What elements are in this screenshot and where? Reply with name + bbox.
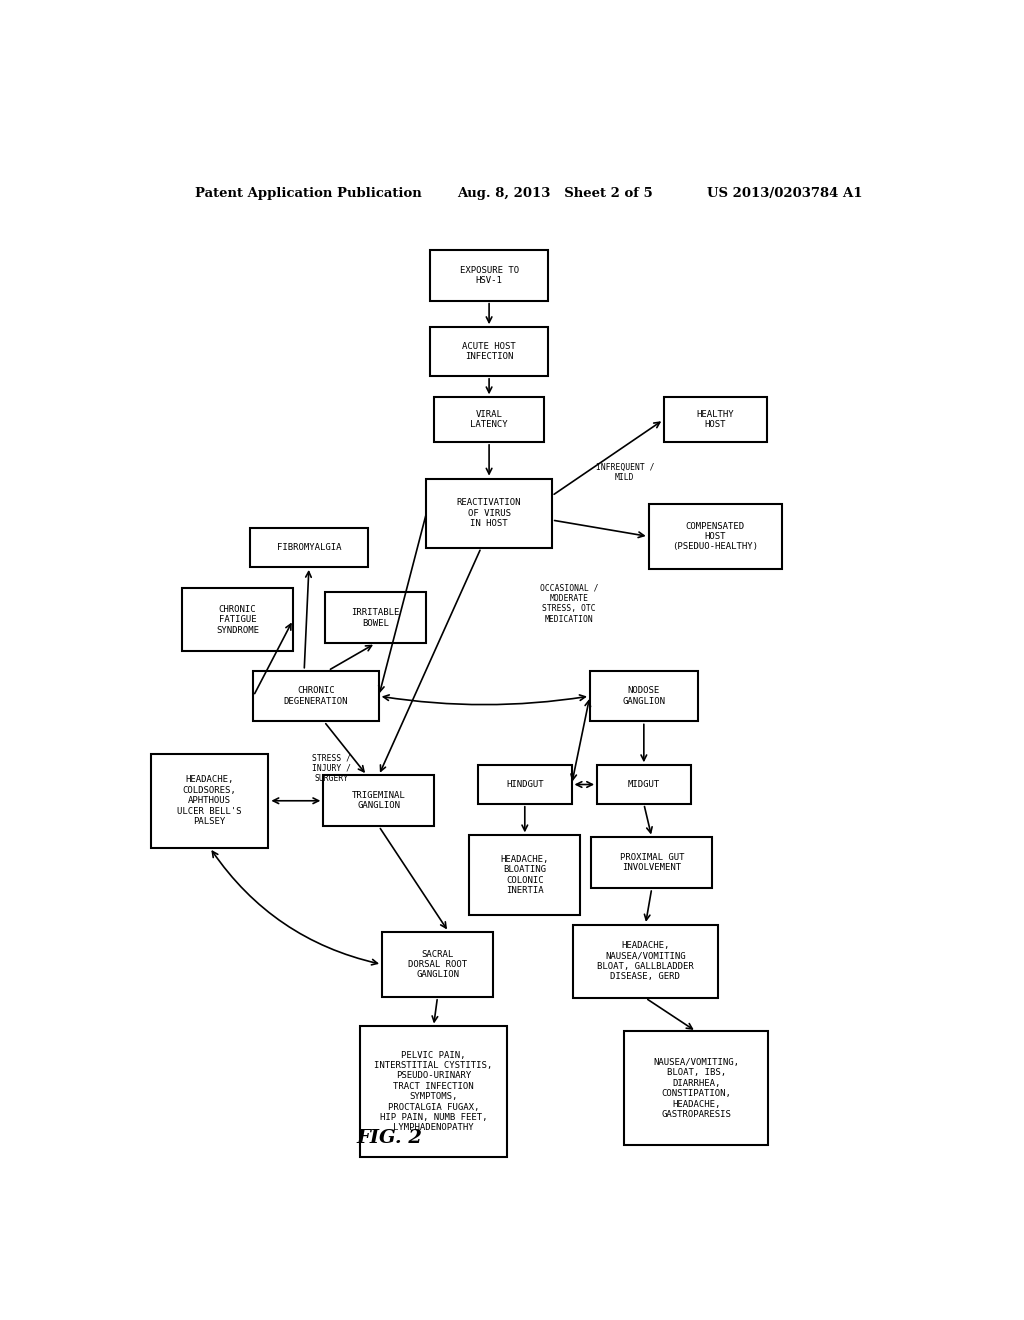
Bar bbox=[182, 589, 293, 651]
Text: IRRITABLE
BOWEL: IRRITABLE BOWEL bbox=[351, 609, 399, 627]
Bar bbox=[469, 836, 581, 915]
Bar bbox=[324, 775, 434, 826]
Text: HEADACHE,
BLOATING
COLONIC
INERTIA: HEADACHE, BLOATING COLONIC INERTIA bbox=[501, 855, 549, 895]
Text: PELVIC PAIN,
INTERSTITIAL CYSTITIS,
PSEUDO-URINARY
TRACT INFECTION
SYMPTOMS,
PRO: PELVIC PAIN, INTERSTITIAL CYSTITIS, PSEU… bbox=[375, 1051, 493, 1133]
Text: CHRONIC
DEGENERATION: CHRONIC DEGENERATION bbox=[284, 686, 348, 706]
Text: PROXIMAL GUT
INVOLVEMENT: PROXIMAL GUT INVOLVEMENT bbox=[620, 853, 684, 873]
Text: NAUSEA/VOMITING,
BLOAT, IBS,
DIARRHEA,
CONSTIPATION,
HEADACHE,
GASTROPARESIS: NAUSEA/VOMITING, BLOAT, IBS, DIARRHEA, C… bbox=[653, 1057, 739, 1119]
Text: Patent Application Publication: Patent Application Publication bbox=[196, 187, 422, 201]
Text: FIBROMYALGIA: FIBROMYALGIA bbox=[276, 544, 341, 552]
Text: COMPENSATED
HOST
(PSEDUO-HEALTHY): COMPENSATED HOST (PSEDUO-HEALTHY) bbox=[673, 521, 758, 552]
Text: REACTIVATION
OF VIRUS
IN HOST: REACTIVATION OF VIRUS IN HOST bbox=[457, 498, 521, 528]
Bar bbox=[592, 837, 712, 888]
Bar bbox=[624, 1031, 768, 1146]
Bar bbox=[430, 327, 548, 376]
Bar bbox=[253, 671, 379, 722]
Bar bbox=[648, 504, 782, 569]
Text: MIDGUT: MIDGUT bbox=[628, 780, 659, 789]
Text: SACRAL
DORSAL ROOT
GANGLION: SACRAL DORSAL ROOT GANGLION bbox=[408, 949, 467, 979]
Text: ACUTE HOST
INFECTION: ACUTE HOST INFECTION bbox=[462, 342, 516, 362]
Bar bbox=[250, 528, 368, 568]
Text: HINDGUT: HINDGUT bbox=[506, 780, 544, 789]
Text: OCCASIONAL /
MODERATE
STRESS, OTC
MEDICATION: OCCASIONAL / MODERATE STRESS, OTC MEDICA… bbox=[540, 583, 598, 623]
Bar bbox=[430, 249, 548, 301]
Text: HEADACHE,
NAUSEA/VOMITING
BLOAT, GALLBLADDER
DISEASE, GERD: HEADACHE, NAUSEA/VOMITING BLOAT, GALLBLA… bbox=[597, 941, 694, 982]
Bar bbox=[590, 671, 697, 722]
Text: FIG. 2: FIG. 2 bbox=[357, 1129, 423, 1147]
Bar bbox=[597, 766, 690, 804]
Text: HEADACHE,
COLDSORES,
APHTHOUS
ULCER BELL'S
PALSEY: HEADACHE, COLDSORES, APHTHOUS ULCER BELL… bbox=[177, 775, 242, 826]
Text: TRIGEMINAL
GANGLION: TRIGEMINAL GANGLION bbox=[352, 791, 406, 810]
Text: US 2013/0203784 A1: US 2013/0203784 A1 bbox=[708, 187, 863, 201]
Bar bbox=[360, 1027, 507, 1156]
Bar bbox=[426, 479, 552, 548]
Bar bbox=[382, 932, 494, 997]
Bar bbox=[664, 397, 767, 442]
Bar bbox=[434, 397, 544, 442]
Text: Aug. 8, 2013   Sheet 2 of 5: Aug. 8, 2013 Sheet 2 of 5 bbox=[458, 187, 653, 201]
Text: EXPOSURE TO
HSV-1: EXPOSURE TO HSV-1 bbox=[460, 265, 518, 285]
Bar bbox=[478, 766, 571, 804]
Text: VIRAL
LATENCY: VIRAL LATENCY bbox=[470, 411, 508, 429]
Bar bbox=[325, 593, 426, 643]
Text: INFREQUENT /
MILD: INFREQUENT / MILD bbox=[596, 463, 654, 482]
Bar bbox=[151, 754, 268, 847]
Text: CHRONIC
FATIGUE
SYNDROME: CHRONIC FATIGUE SYNDROME bbox=[216, 605, 259, 635]
Text: STRESS /
INJURY /
SURGERY: STRESS / INJURY / SURGERY bbox=[311, 754, 350, 783]
Text: NODOSE
GANGLION: NODOSE GANGLION bbox=[623, 686, 666, 706]
Bar bbox=[573, 925, 718, 998]
Text: HEALTHY
HOST: HEALTHY HOST bbox=[696, 411, 734, 429]
